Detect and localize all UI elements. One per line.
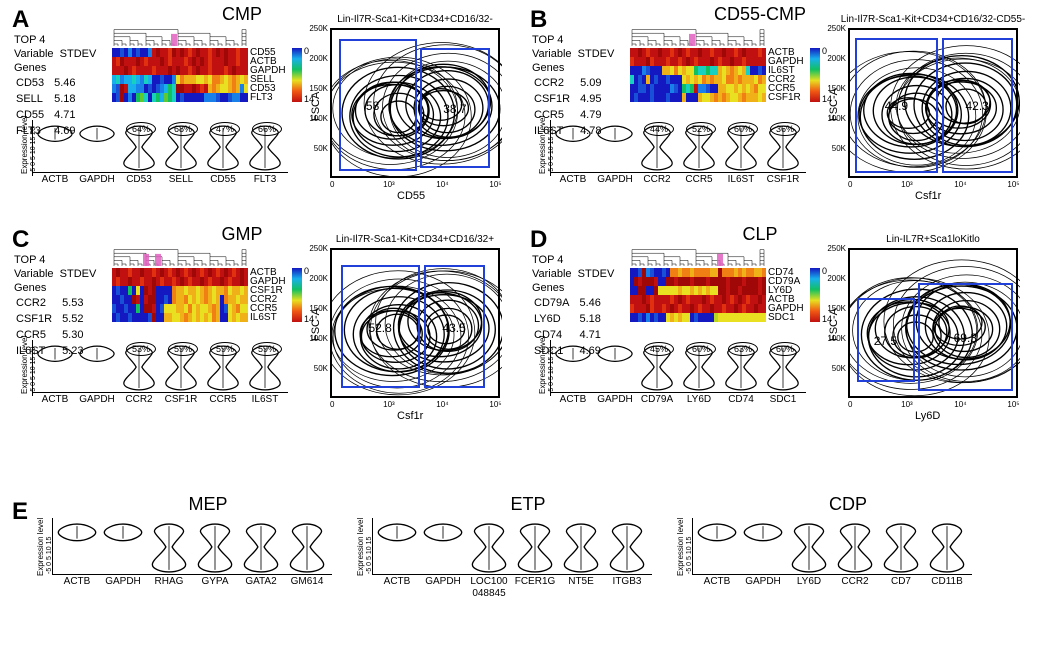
heatmap bbox=[630, 268, 766, 322]
violin-plot bbox=[696, 522, 738, 574]
violin-plot bbox=[194, 522, 236, 574]
panel-title: CD55-CMP bbox=[690, 4, 830, 25]
violin-plot bbox=[422, 522, 464, 574]
panel-title: ETP bbox=[468, 494, 588, 515]
violin-plot bbox=[596, 344, 634, 392]
panel-title: CDP bbox=[788, 494, 908, 515]
violin-plot bbox=[286, 522, 328, 574]
panel-title: MEP bbox=[148, 494, 268, 515]
violin-plot bbox=[834, 522, 876, 574]
colorbar bbox=[292, 268, 302, 322]
violin-plot bbox=[468, 522, 510, 574]
colorbar bbox=[810, 48, 820, 102]
violin-plot bbox=[926, 522, 968, 574]
facs-plot: 5838.7 bbox=[330, 28, 500, 178]
panel-label: D bbox=[530, 226, 547, 254]
panel-label: A bbox=[12, 6, 29, 34]
panel-title: GMP bbox=[172, 224, 312, 245]
violin-plot bbox=[102, 522, 144, 574]
colorbar bbox=[810, 268, 820, 322]
violin-plot bbox=[56, 522, 98, 574]
heatmap bbox=[112, 48, 248, 102]
panel-label: B bbox=[530, 6, 547, 34]
violin-plot bbox=[240, 522, 282, 574]
violin-plot bbox=[742, 522, 784, 574]
violin-plot bbox=[596, 124, 634, 172]
facs-plot: 27.569.3 bbox=[848, 248, 1018, 398]
panel-label: E bbox=[12, 498, 28, 526]
facs-plot: 52.843.5 bbox=[330, 248, 500, 398]
violin-plot bbox=[554, 344, 592, 392]
violin-plot bbox=[78, 124, 116, 172]
heatmap bbox=[630, 48, 766, 102]
colorbar bbox=[292, 48, 302, 102]
violin-plot bbox=[514, 522, 556, 574]
panel-title: CMP bbox=[172, 4, 312, 25]
violin-plot bbox=[606, 522, 648, 574]
panel-label: C bbox=[12, 226, 29, 254]
violin-plot bbox=[148, 522, 190, 574]
violin-plot bbox=[36, 124, 74, 172]
panel-title: CLP bbox=[690, 224, 830, 245]
violin-plot bbox=[560, 522, 602, 574]
violin-plot bbox=[554, 124, 592, 172]
facs-plot: 44.942.3 bbox=[848, 28, 1018, 178]
violin-plot bbox=[880, 522, 922, 574]
violin-plot bbox=[78, 344, 116, 392]
violin-plot bbox=[36, 344, 74, 392]
violin-plot bbox=[788, 522, 830, 574]
heatmap bbox=[112, 268, 248, 322]
violin-plot bbox=[376, 522, 418, 574]
